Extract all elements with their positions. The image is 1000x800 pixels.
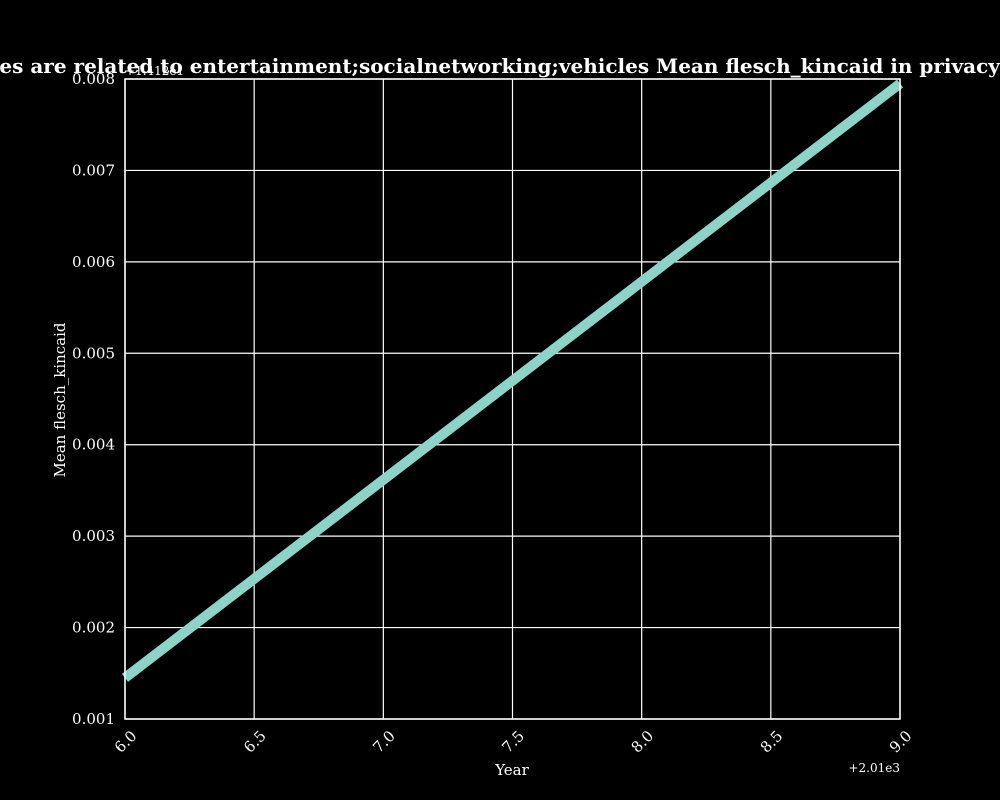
x-tick-label: 9.0 — [886, 727, 916, 757]
y-axis-ticks: 0.001 0.002 0.003 0.004 0.005 0.006 0.007 0.008 — [72, 70, 115, 728]
y-tick-label: 0.003 — [72, 527, 115, 545]
x-tick-label: 8.0 — [628, 727, 658, 757]
y-tick-label: 0.006 — [72, 253, 115, 271]
x-axis-ticks: 6.0 6.5 7.0 7.5 8.0 8.5 9.0 — [111, 727, 916, 757]
y-tick-label: 0.008 — [72, 70, 115, 88]
y-axis-label: Mean flesch_kincaid — [51, 322, 69, 477]
x-axis-label: Year — [494, 761, 529, 779]
y-tick-label: 0.004 — [72, 436, 115, 454]
y-tick-label: 0.007 — [72, 161, 115, 179]
x-offset-label: +2.01e3 — [848, 761, 900, 775]
x-tick-label: 6.0 — [111, 727, 141, 757]
x-tick-label: 8.5 — [757, 727, 787, 757]
x-tick-label: 7.0 — [369, 727, 399, 757]
y-tick-label: 0.001 — [72, 710, 115, 728]
y-offset-label: +1.412e1 — [125, 64, 184, 78]
y-tick-label: 0.005 — [72, 344, 115, 362]
x-tick-label: 6.5 — [240, 727, 270, 757]
y-tick-label: 0.002 — [72, 619, 115, 637]
x-tick-label: 7.5 — [498, 727, 528, 757]
